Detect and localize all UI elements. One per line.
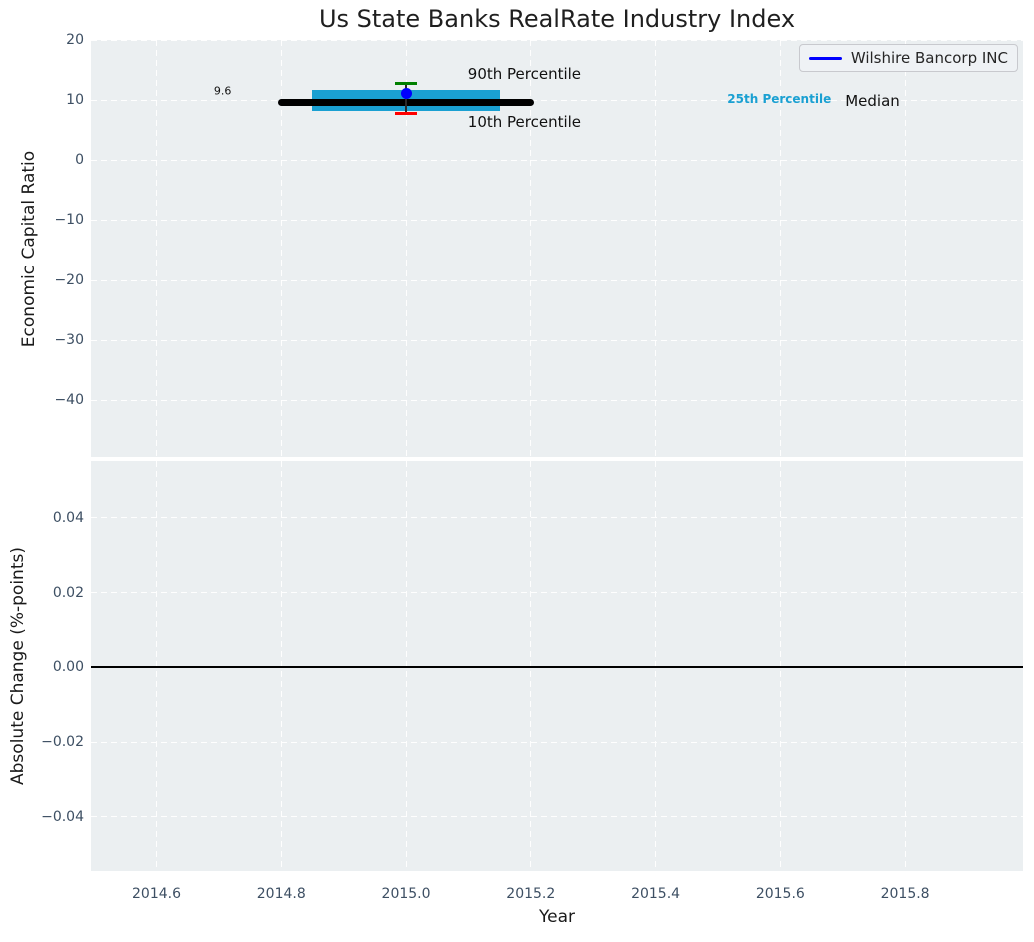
annotation-median: Median [845,92,900,111]
gridline-v [280,461,282,871]
x-tick-label: 2015.4 [631,886,681,902]
y-tick-label: −0.04 [41,808,84,825]
x-tick-label: 2014.6 [132,886,181,902]
y-tick-label: −20 [54,272,84,288]
y-tick-label: −0.02 [41,734,84,751]
y-tick-label: 0.02 [52,584,84,601]
x-tick-label: 2015.6 [755,886,805,902]
gridline-h [91,219,1023,221]
x-tick-label: 2014.8 [256,886,306,902]
annotation-10th-percentile: 10th Percentile [467,113,582,132]
x-tick-label: 2015.8 [880,886,930,902]
y-tick-label: −30 [54,332,84,348]
y-axis-label-top: Economic Capital Ratio [19,150,39,348]
gridline-v [779,461,781,871]
gridline-v [530,461,532,871]
y-tick-label: 0.04 [52,509,84,526]
gridline-v [655,461,657,871]
gridline-v [405,40,407,457]
y-tick-label: 0.00 [52,659,84,676]
gridline-v [530,40,532,457]
gridline-h [91,40,1023,41]
gridline-v [156,461,157,871]
gridline-v [655,40,657,457]
gridline-v [280,40,282,457]
gridline-v [156,40,157,457]
gridline-h [91,517,1023,519]
y-tick-label: −40 [54,392,84,408]
company-marker [400,87,412,99]
p10-marker [395,111,418,115]
y-tick-label: −10 [54,212,84,228]
y-tick-label: 20 [66,32,84,48]
annotation-25th-percentile: 25th Percentile [727,91,832,106]
gridline-v [904,40,906,457]
legend-label: Wilshire Bancorp INC [850,49,1008,67]
gridline-h [91,99,1023,101]
gridline-h [91,741,1023,743]
p90-marker [395,81,418,85]
y-tick-label: 0 [75,152,84,168]
y-tick-label: 10 [66,92,84,108]
gridline-v [904,461,906,871]
gridline-h [91,339,1023,341]
gridline-h [91,159,1023,161]
bottom-axes [91,461,1023,871]
legend: Wilshire Bancorp INC [798,44,1018,72]
x-tick-label: 2015.0 [381,886,431,902]
x-tick-label: 2015.2 [506,886,556,902]
gridline-h [91,816,1023,818]
top-axes: Wilshire Bancorp INC 9.6 90th Percentile 1… [91,40,1023,457]
median-value-label: 9.6 [213,84,232,98]
annotation-90th-percentile: 90th Percentile [467,65,582,84]
gridline-v [779,40,781,457]
gridline-v [405,461,407,871]
legend-line-icon [808,56,842,60]
zero-line [91,666,1023,669]
gridline-h [91,279,1023,281]
gridline-h [91,399,1023,401]
x-axis-label: Year [539,907,575,927]
gridline-h [91,592,1023,594]
chart-title: Us State Banks RealRate Industry Index [318,5,796,33]
